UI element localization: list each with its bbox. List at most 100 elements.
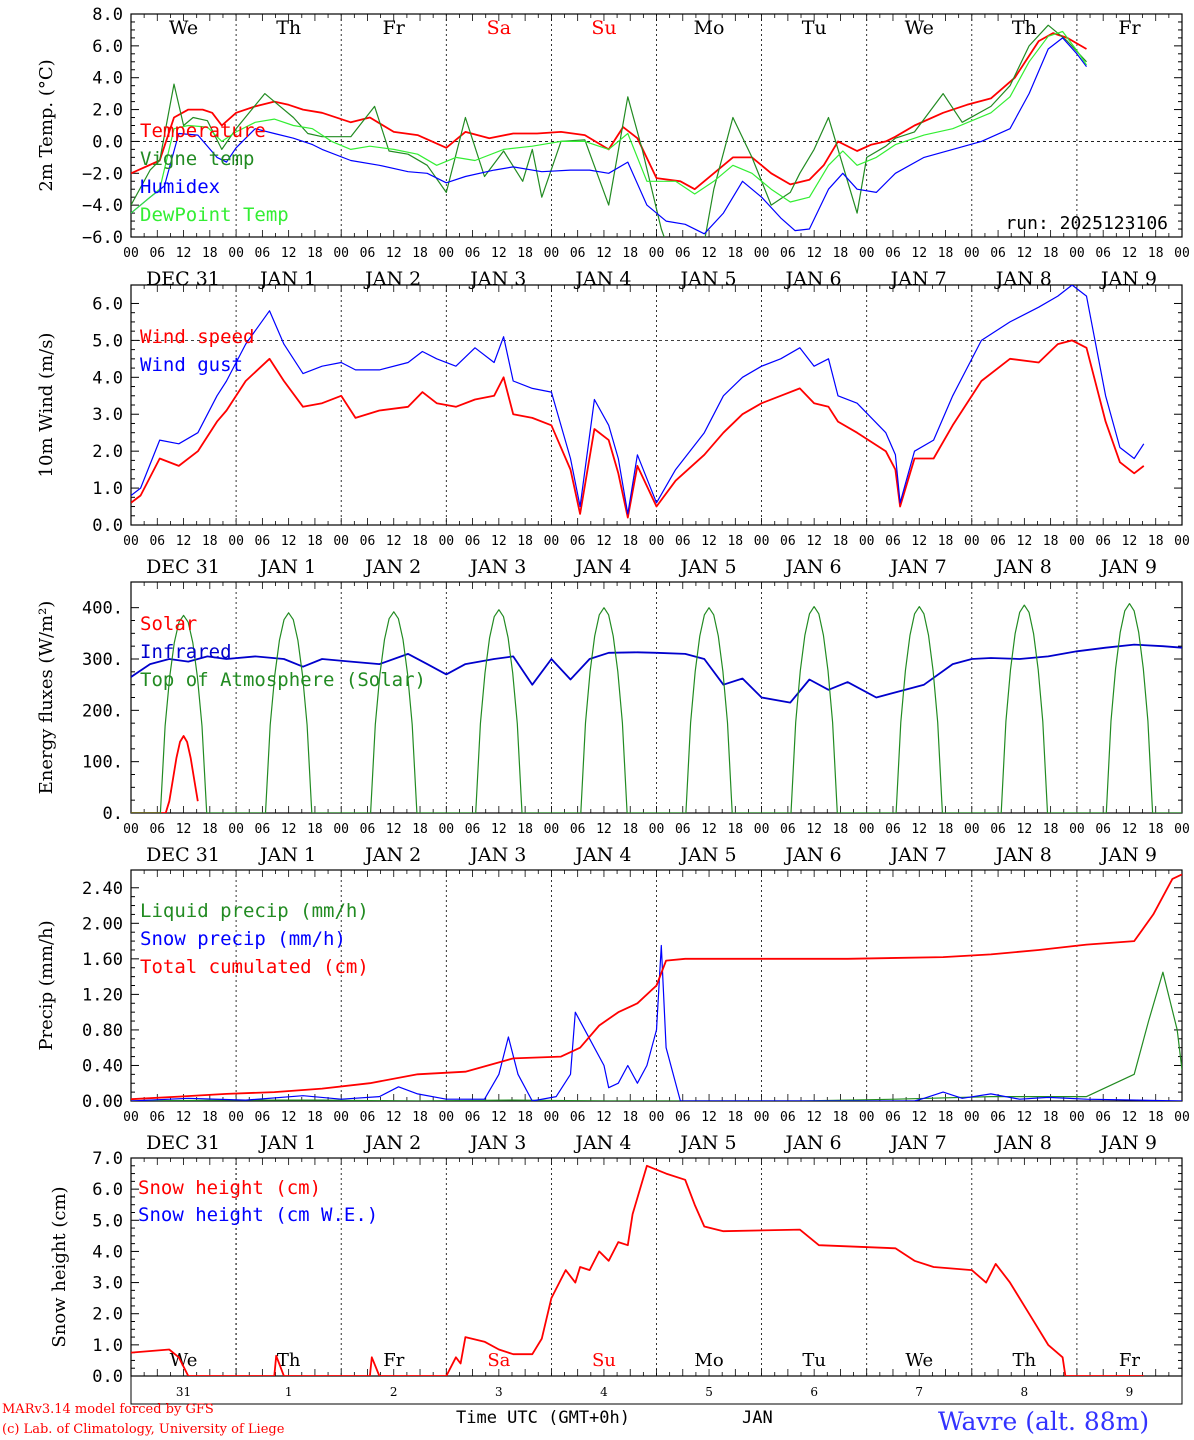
x-hour-label: 00 — [544, 246, 560, 261]
x-hour-label: 18 — [202, 822, 218, 837]
x-hour-label: 06 — [149, 534, 165, 549]
x-hour-label: 00 — [1174, 822, 1190, 837]
x-hour-label: 18 — [412, 822, 428, 837]
time-axis-label: Time UTC (GMT+0h) — [456, 1408, 630, 1428]
y-tick-label: 100. — [82, 753, 123, 773]
weekday-label: Th — [1013, 1350, 1037, 1371]
y-tick-label: −4.0 — [82, 196, 123, 216]
x-hour-label: 18 — [833, 1110, 849, 1125]
day-number-label: 31 — [176, 1385, 191, 1399]
weekday-label: Fr — [1119, 1350, 1140, 1371]
series-line-snow-height-cm- — [131, 1164, 1144, 1376]
x-hour-label: 06 — [1095, 822, 1111, 837]
x-hour-label: 00 — [228, 246, 244, 261]
x-hour-label: 06 — [675, 534, 691, 549]
series-line-humidex — [131, 37, 1087, 235]
x-hour-label: 00 — [964, 822, 980, 837]
y-tick-label: 4.0 — [92, 368, 123, 388]
legend-entry: Top of Atmosphere (Solar) — [140, 669, 426, 691]
x-day-label: JAN 9 — [1099, 844, 1157, 866]
day-number-label: 3 — [495, 1385, 503, 1399]
x-day-label: DEC 31 — [146, 844, 220, 866]
x-hour-label: 18 — [1043, 822, 1059, 837]
x-hour-label: 18 — [622, 822, 638, 837]
x-hour-label: 18 — [307, 822, 323, 837]
legend-entry: Infrared — [140, 641, 232, 663]
x-hour-label: 12 — [701, 1110, 717, 1125]
panel-snow: 0.0 1.0 2.0 3.0 4.0 5.0 6.0 7.0 Snow height (cm)… — [49, 1149, 1183, 1405]
x-hour-label: 18 — [938, 822, 954, 837]
x-hour-label: 18 — [517, 822, 533, 837]
weekday-label: Fr — [383, 17, 406, 39]
x-hour-label: 00 — [1069, 822, 1085, 837]
x-day-label: JAN 3 — [468, 556, 526, 578]
x-hour-label: 18 — [412, 534, 428, 549]
y-tick-label: 0.40 — [82, 1056, 123, 1076]
model-credit-line: MARv3.14 model forced by GFS — [2, 1402, 214, 1417]
lab-credit-line: (c) Lab. of Climatology, University of L… — [2, 1422, 285, 1437]
series-line-wind-speed — [131, 339, 1145, 519]
x-hour-label: 12 — [281, 822, 297, 837]
date-strip — [130, 1375, 1183, 1405]
y-tick-label: 4.0 — [92, 69, 123, 89]
series-line-temperature — [131, 32, 1087, 191]
series-line-snow-precip-mm-h- — [131, 944, 1182, 1101]
x-day-label: JAN 6 — [784, 844, 842, 866]
x-hour-label: 00 — [1069, 534, 1085, 549]
x-hour-label: 18 — [833, 534, 849, 549]
x-hour-label: 18 — [412, 246, 428, 261]
x-hour-label: 06 — [255, 822, 271, 837]
weekday-label: We — [905, 1350, 933, 1371]
x-hour-label: 12 — [386, 822, 402, 837]
x-hour-label: 06 — [255, 534, 271, 549]
x-day-label: JAN 3 — [468, 1132, 526, 1154]
legend-entry: Humidex — [140, 176, 220, 198]
day-number-label: 7 — [915, 1385, 923, 1399]
x-day-label: JAN 6 — [784, 1132, 842, 1154]
x-hour-label: 12 — [701, 246, 717, 261]
weekday-label: Su — [591, 17, 616, 39]
day-number-label: 8 — [1021, 1385, 1029, 1399]
x-hour-label: 00 — [1069, 246, 1085, 261]
x-day-label: JAN 9 — [1099, 268, 1157, 290]
x-hour-label: 18 — [833, 822, 849, 837]
y-tick-label: 400. — [82, 599, 123, 619]
x-hour-label: 06 — [360, 822, 376, 837]
x-hour-label: 06 — [990, 1110, 1006, 1125]
legend-entry: DewPoint Temp — [140, 204, 289, 226]
legend-entry: Snow height (cm) — [138, 1177, 321, 1199]
weekday-label: Th — [276, 17, 301, 39]
series-line-vigne-temp — [131, 24, 1087, 237]
x-hour-label: 06 — [149, 246, 165, 261]
y-tick-label: 8.0 — [92, 5, 123, 25]
y-axis-label: 2m Temp. (°C) — [36, 59, 57, 191]
y-tick-label: 2.0 — [92, 442, 123, 462]
x-hour-label: 06 — [465, 246, 481, 261]
x-hour-label: 18 — [1043, 1110, 1059, 1125]
x-hour-label: 18 — [938, 246, 954, 261]
x-hour-label: 18 — [727, 1110, 743, 1125]
legend-entry: Wind gust — [140, 354, 243, 376]
x-hour-label: 06 — [990, 534, 1006, 549]
x-hour-label: 18 — [1043, 246, 1059, 261]
x-hour-label: 12 — [806, 1110, 822, 1125]
x-hour-label: 18 — [622, 1110, 638, 1125]
x-hour-label: 00 — [333, 1110, 349, 1125]
x-hour-label: 12 — [1017, 822, 1033, 837]
y-tick-label: 0.00 — [82, 1092, 123, 1112]
x-day-label: JAN 3 — [468, 268, 526, 290]
y-axis-label: Energy fluxes (W/m²) — [36, 601, 57, 795]
weekday-label: Mo — [694, 17, 725, 39]
x-hour-label: 00 — [754, 246, 770, 261]
x-hour-label: 06 — [149, 1110, 165, 1125]
x-day-label: JAN 8 — [994, 268, 1052, 290]
x-hour-label: 00 — [754, 534, 770, 549]
weekday-label: Th — [1012, 17, 1037, 39]
x-day-label: JAN 9 — [1099, 1132, 1157, 1154]
x-hour-label: 18 — [727, 246, 743, 261]
x-hour-label: 12 — [806, 822, 822, 837]
x-hour-label: 06 — [990, 246, 1006, 261]
x-day-label: JAN 2 — [363, 1132, 421, 1154]
x-hour-label: 00 — [228, 534, 244, 549]
x-hour-label: 00 — [438, 246, 454, 261]
